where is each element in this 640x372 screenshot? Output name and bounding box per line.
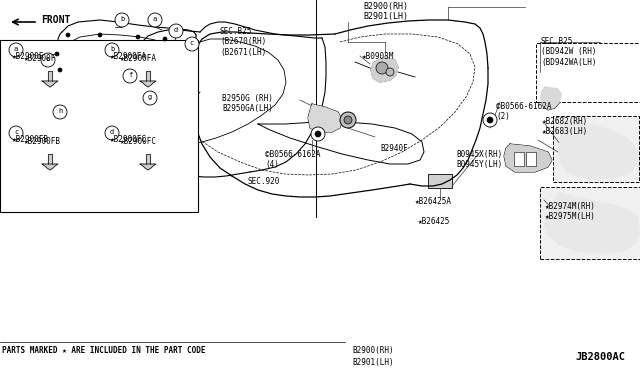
Circle shape [55, 52, 59, 56]
Text: ★B2900FB: ★B2900FB [12, 135, 49, 144]
Text: ★B2900FB: ★B2900FB [24, 137, 61, 146]
Text: d: d [110, 129, 114, 135]
Polygon shape [540, 86, 562, 110]
Text: PARTS MARKED ★ ARE INCLUDED IN THE PART CODE: PARTS MARKED ★ ARE INCLUDED IN THE PART … [2, 346, 205, 355]
Text: JB2800AC: JB2800AC [575, 352, 625, 362]
Text: a: a [153, 16, 157, 22]
Text: b: b [110, 46, 114, 52]
Polygon shape [140, 81, 156, 87]
Text: ★B26425A: ★B26425A [415, 197, 452, 206]
Circle shape [148, 13, 162, 27]
Bar [428, 174, 452, 188]
Text: B2940F: B2940F [380, 144, 408, 153]
Circle shape [105, 126, 119, 140]
FancyBboxPatch shape [540, 187, 640, 259]
Circle shape [115, 13, 129, 27]
Circle shape [123, 69, 137, 83]
Circle shape [163, 37, 167, 41]
Text: SEC.920: SEC.920 [248, 177, 280, 186]
Circle shape [98, 33, 102, 37]
FancyBboxPatch shape [553, 116, 639, 182]
Polygon shape [48, 71, 52, 81]
Circle shape [143, 91, 157, 105]
Text: ★B2900FC: ★B2900FC [120, 137, 157, 146]
Text: B2901(LH): B2901(LH) [352, 358, 394, 367]
Circle shape [315, 131, 321, 137]
Circle shape [483, 113, 497, 127]
Text: d: d [174, 27, 178, 33]
Circle shape [311, 127, 325, 141]
Circle shape [386, 68, 394, 76]
Circle shape [105, 43, 119, 57]
Text: SEC.B25
(BD942W (RH)
(BD942WA(LH): SEC.B25 (BD942W (RH) (BD942WA(LH) [541, 37, 596, 67]
Circle shape [185, 37, 199, 51]
Text: B2950G (RH)
B2950GA(LH): B2950G (RH) B2950GA(LH) [222, 94, 273, 113]
Text: FRONT: FRONT [41, 15, 70, 25]
Text: ★B2900FA: ★B2900FA [110, 52, 147, 61]
Text: ★B0903M: ★B0903M [362, 52, 394, 61]
Text: ★B26425: ★B26425 [418, 217, 451, 226]
Polygon shape [42, 164, 58, 170]
Text: e: e [46, 56, 50, 62]
Bar [514, 152, 524, 166]
Text: f: f [128, 72, 132, 78]
Circle shape [344, 116, 352, 124]
Text: ★B2682(RH)
★B2683(LH): ★B2682(RH) ★B2683(LH) [542, 117, 588, 137]
FancyBboxPatch shape [536, 43, 640, 102]
Circle shape [340, 112, 356, 128]
Text: ★B2900F: ★B2900F [24, 54, 56, 63]
Polygon shape [140, 164, 156, 170]
Text: a: a [14, 46, 18, 52]
Circle shape [487, 117, 493, 123]
Circle shape [9, 126, 23, 140]
Circle shape [136, 35, 140, 39]
Text: ©B0566-6162A
(2): ©B0566-6162A (2) [496, 102, 552, 121]
Text: h: h [58, 108, 62, 114]
Text: c: c [190, 40, 194, 46]
Bar [125, 54, 135, 60]
Text: c: c [14, 129, 18, 135]
Polygon shape [558, 120, 638, 180]
Bar [0, 40, 198, 212]
Circle shape [169, 24, 183, 38]
Text: ★B2974M(RH)
★B2975M(LH): ★B2974M(RH) ★B2975M(LH) [545, 202, 596, 221]
Circle shape [66, 33, 70, 37]
Polygon shape [308, 104, 342, 132]
Circle shape [58, 68, 62, 72]
Circle shape [53, 105, 67, 119]
Polygon shape [504, 144, 552, 172]
Text: B2900(RH)
B2901(LH): B2900(RH) B2901(LH) [363, 2, 408, 22]
Polygon shape [146, 154, 150, 164]
Circle shape [9, 43, 23, 57]
Text: ★B2900F: ★B2900F [12, 52, 44, 61]
Text: ★B2900FC: ★B2900FC [110, 135, 147, 144]
Text: ©B0566-6162A
(4): ©B0566-6162A (4) [265, 150, 321, 169]
Text: ★B2900FA: ★B2900FA [120, 54, 157, 63]
Polygon shape [544, 192, 640, 254]
Text: SEC.B25
(B2670(RH)
(B2671(LH): SEC.B25 (B2670(RH) (B2671(LH) [220, 27, 266, 57]
Circle shape [376, 62, 388, 74]
Text: B0945X(RH)
B0945Y(LH): B0945X(RH) B0945Y(LH) [456, 150, 502, 169]
Polygon shape [371, 57, 398, 82]
Polygon shape [146, 71, 150, 81]
Text: B2900(RH): B2900(RH) [352, 346, 394, 355]
Polygon shape [48, 154, 52, 164]
Polygon shape [42, 81, 58, 87]
Circle shape [41, 53, 55, 67]
Bar [526, 152, 536, 166]
Text: g: g [148, 94, 152, 100]
Text: b: b [120, 16, 124, 22]
